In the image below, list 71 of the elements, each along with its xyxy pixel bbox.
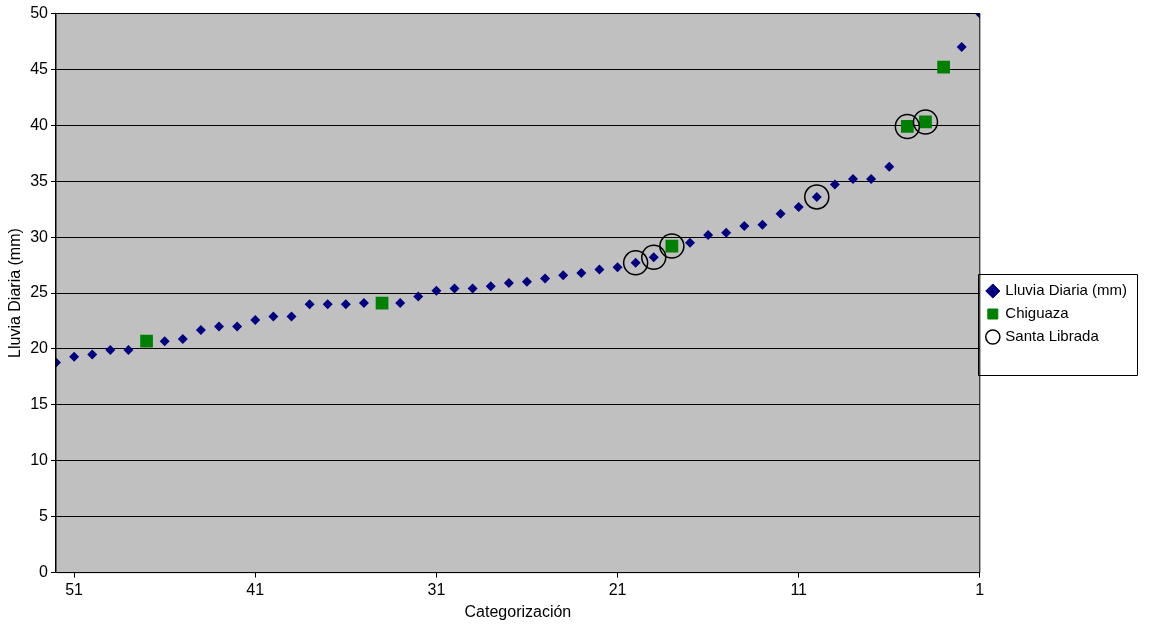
point xyxy=(956,42,967,53)
point xyxy=(69,351,80,362)
point xyxy=(395,298,406,309)
point xyxy=(641,244,667,271)
legend-label: Chiguaza xyxy=(1005,304,1070,322)
point xyxy=(322,299,333,310)
point xyxy=(304,299,315,310)
legend-label: Santa Librada xyxy=(1005,327,1100,345)
point xyxy=(622,250,649,276)
point xyxy=(123,345,134,356)
point xyxy=(232,321,243,332)
point xyxy=(739,220,750,231)
x-tick-label: 11 xyxy=(790,580,808,598)
y-tick-label: 25 xyxy=(30,283,49,301)
point xyxy=(703,229,714,240)
point xyxy=(159,336,170,347)
point xyxy=(105,345,116,356)
point xyxy=(775,208,786,219)
point xyxy=(540,273,551,284)
point xyxy=(467,283,478,294)
point xyxy=(358,298,369,309)
point xyxy=(594,264,605,275)
point xyxy=(912,109,939,135)
point xyxy=(177,333,188,344)
point xyxy=(793,201,804,212)
y-tick-label: 15 xyxy=(30,395,49,413)
x-tick-label: 31 xyxy=(427,580,446,598)
x-axis-title: Categorización xyxy=(464,602,572,620)
y-tick-label: 30 xyxy=(30,227,49,245)
point xyxy=(503,277,514,288)
point xyxy=(757,219,768,230)
point xyxy=(684,237,695,248)
y-tick-label: 5 xyxy=(39,507,49,525)
point xyxy=(937,60,950,74)
y-axis-title: Lluvia Diaria (mm) xyxy=(6,228,24,358)
point xyxy=(449,283,460,294)
x-tick-label: 1 xyxy=(975,580,985,598)
point xyxy=(848,173,859,184)
point xyxy=(721,227,732,238)
point xyxy=(612,262,623,273)
point xyxy=(576,267,587,278)
point xyxy=(884,161,895,172)
y-tick-label: 40 xyxy=(30,115,49,133)
y-tick-label: 35 xyxy=(30,171,49,189)
point xyxy=(87,349,98,360)
point xyxy=(485,281,496,292)
point xyxy=(829,179,840,190)
y-tick-label: 45 xyxy=(30,59,49,77)
point xyxy=(286,311,297,322)
point xyxy=(140,334,153,348)
y-tick-label: 10 xyxy=(30,451,49,469)
legend-label: Lluvia Diaria (mm) xyxy=(1005,281,1127,299)
point xyxy=(866,173,877,184)
x-tick-label: 51 xyxy=(65,580,84,598)
point xyxy=(659,233,685,259)
point xyxy=(894,113,921,140)
point xyxy=(521,276,532,287)
x-tick-label: 41 xyxy=(246,580,265,598)
point xyxy=(195,324,206,335)
y-tick-label: 20 xyxy=(30,339,49,357)
point xyxy=(340,299,351,310)
point xyxy=(413,291,424,302)
y-tick-label: 0 xyxy=(39,563,49,581)
point xyxy=(250,314,261,325)
x-tick-label: 21 xyxy=(608,580,627,598)
y-tick-label: 50 xyxy=(30,3,49,21)
point xyxy=(214,321,225,332)
point xyxy=(268,311,279,322)
point xyxy=(804,184,830,210)
point xyxy=(431,285,442,296)
point xyxy=(558,270,569,281)
